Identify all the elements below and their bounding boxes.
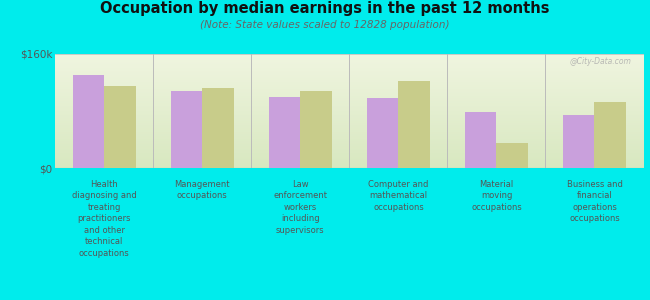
Bar xyxy=(104,86,136,168)
Bar xyxy=(300,91,332,168)
Bar xyxy=(563,115,595,168)
Bar xyxy=(202,88,234,168)
Text: Occupation by median earnings in the past 12 months: Occupation by median earnings in the pas… xyxy=(100,2,550,16)
Bar xyxy=(497,143,528,168)
Text: Computer and
mathematical
occupations: Computer and mathematical occupations xyxy=(368,180,428,212)
Text: Business and
financial
operations
occupations: Business and financial operations occupa… xyxy=(567,180,623,223)
Bar xyxy=(465,112,497,168)
Bar xyxy=(171,91,202,168)
Bar xyxy=(73,75,104,168)
Text: (Note: State values scaled to 12828 population): (Note: State values scaled to 12828 popu… xyxy=(200,20,450,29)
Text: Law
enforcement
workers
including
supervisors: Law enforcement workers including superv… xyxy=(274,180,328,235)
Text: Health
diagnosing and
treating
practitioners
and other
technical
occupations: Health diagnosing and treating practitio… xyxy=(72,180,136,258)
Bar xyxy=(269,97,300,168)
Bar xyxy=(595,102,626,168)
Text: Material
moving
occupations: Material moving occupations xyxy=(471,180,522,212)
Bar xyxy=(398,81,430,168)
Text: Management
occupations: Management occupations xyxy=(175,180,230,200)
Text: @City-Data.com: @City-Data.com xyxy=(570,57,632,66)
Bar xyxy=(367,98,398,168)
